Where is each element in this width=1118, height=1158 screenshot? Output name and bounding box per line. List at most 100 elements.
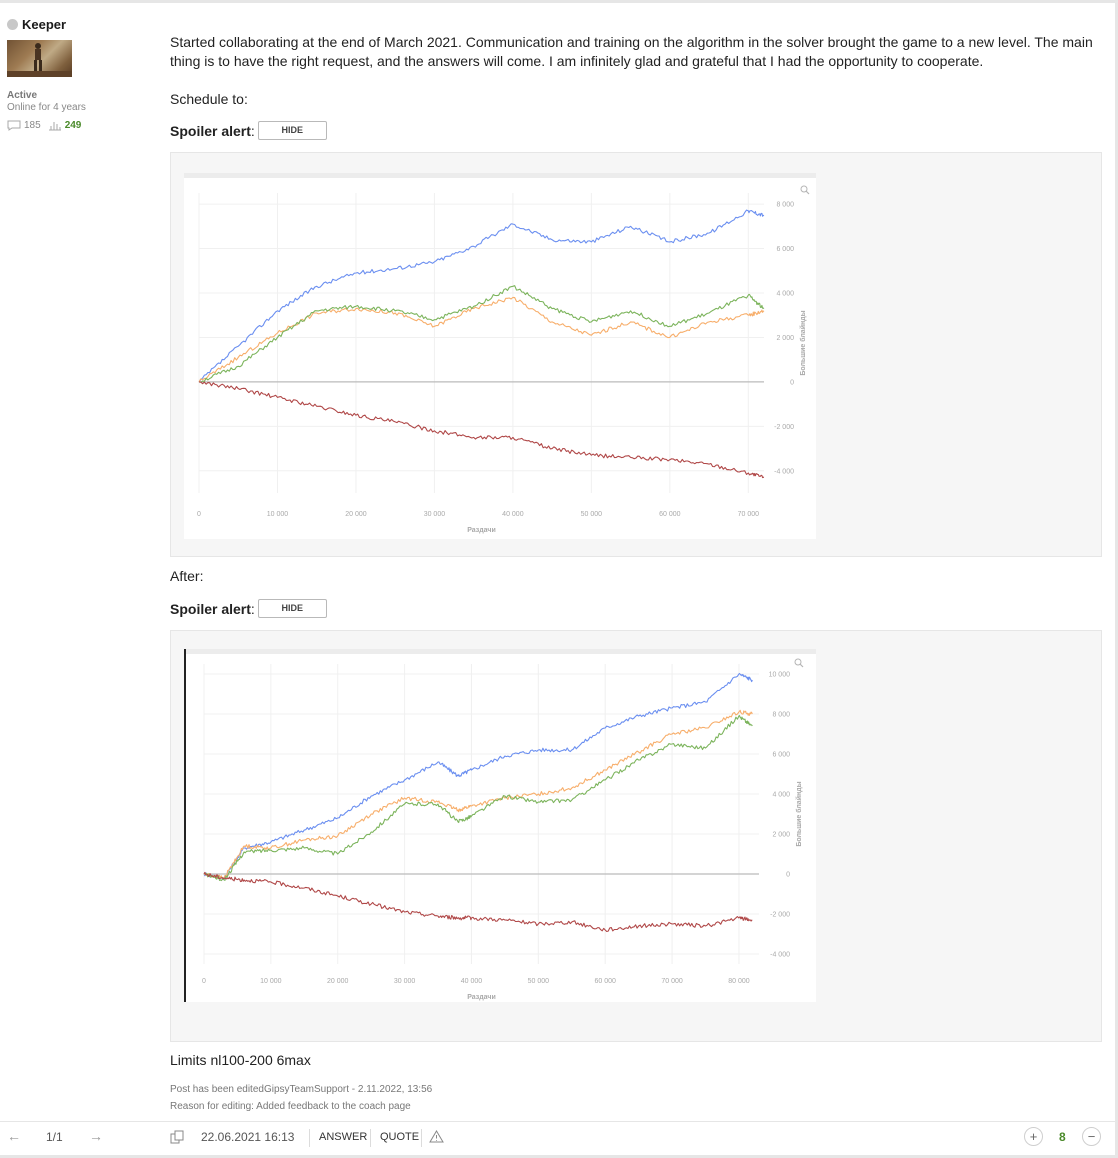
spoiler-hide-button[interactable]: HIDE <box>257 599 327 618</box>
answer-button[interactable]: ANSWER <box>319 1131 368 1143</box>
y-tick-label: 6 000 <box>776 246 794 253</box>
spoiler-hide-button[interactable]: HIDE <box>257 121 327 140</box>
footer-separator <box>309 1129 310 1147</box>
frame-bottom <box>0 1155 1118 1158</box>
series-line-orange <box>198 296 765 383</box>
y-tick-label: 2 000 <box>776 335 794 342</box>
series-line-red <box>203 871 753 933</box>
spoiler-label: Spoiler alert <box>170 600 251 617</box>
username-link[interactable]: Keeper <box>22 16 67 32</box>
y-tick-label: 2 000 <box>772 832 790 839</box>
chart-after: 0 10 000 20 000 30 000 40 000 50 000 60 000 70 … <box>184 649 816 1002</box>
likes-bar-icon <box>48 122 61 131</box>
x-tick-label: 0 <box>197 511 201 518</box>
frame-top <box>0 0 1118 3</box>
y-tick-label: 0 <box>790 379 794 386</box>
chart-before: 0 10 000 20 000 30 000 40 000 50 000 60 000 70 … <box>184 173 816 539</box>
spoiler-content-2: 0 10 000 20 000 30 000 40 000 50 000 60 000 70 … <box>170 630 1102 1042</box>
footer-separator <box>370 1129 371 1147</box>
edit-note: Post has been editedGipsyTeamSupport - 2… <box>170 1084 433 1095</box>
y-tick-label: 4 000 <box>772 792 790 799</box>
x-tick-label: 60 000 <box>659 511 681 518</box>
series-line-red <box>198 381 765 479</box>
offline-status-icon <box>7 18 18 30</box>
x-tick-label: 20 000 <box>345 511 367 518</box>
post-body: Started collaborating at the end of Marc… <box>170 34 1093 69</box>
user-stats: 185 249 <box>7 120 157 131</box>
y-axis-label: Большие блайнды <box>799 310 807 375</box>
y-axis-label: Большие блайнды <box>795 781 803 846</box>
limits-text: Limits nl100-200 6max <box>170 1052 311 1068</box>
y-tick-label: 4 000 <box>776 291 794 298</box>
schedule-label: Schedule to: <box>170 91 248 107</box>
post-date: 22.06.2021 16:13 <box>201 1130 295 1144</box>
spoiler-content-1: 0 10 000 20 000 30 000 40 000 50 000 60 000 70 … <box>170 152 1102 557</box>
user-status-label: Active <box>7 90 38 101</box>
next-arrow-icon[interactable]: → <box>89 1128 103 1144</box>
x-tick-label: 10 000 <box>267 511 289 518</box>
x-axis-label: Раздачи <box>467 527 496 534</box>
avatar-figure-icon <box>7 40 72 77</box>
quote-button[interactable]: QUOTE <box>380 1131 420 1143</box>
y-tick-label: 0 <box>786 872 790 879</box>
message-count: 185 <box>24 120 41 131</box>
spoiler-colon: : <box>250 122 255 139</box>
x-tick-label: 30 000 <box>394 978 416 985</box>
spoiler-label: Spoiler alert <box>170 122 251 139</box>
y-tick-label: 10 000 <box>769 672 791 679</box>
footer-divider <box>0 1121 1118 1122</box>
y-tick-label: 8 000 <box>776 202 794 209</box>
series-line-blue <box>198 209 765 383</box>
chart-after-svg: 0 10 000 20 000 30 000 40 000 50 000 60 000 70 … <box>184 649 816 1002</box>
upvote-button[interactable]: + <box>1024 1127 1043 1146</box>
zoom-icon <box>800 185 810 195</box>
copy-link-icon[interactable] <box>170 1130 185 1147</box>
user-header: Keeper <box>7 16 157 32</box>
post-score: 8 <box>1059 1130 1066 1144</box>
after-label: After: <box>170 568 204 584</box>
post-footer: ← 1/1 → 22.06.2021 16:13 ANSWER QUOTE + … <box>0 1126 1115 1150</box>
x-tick-label: 30 000 <box>424 511 446 518</box>
user-panel: Keeper Active Online for 4 years 185 249 <box>7 16 157 131</box>
x-tick-label: 70 000 <box>738 511 760 518</box>
spoiler-header-2: Spoiler alert : HIDE <box>170 599 327 618</box>
series-line-green <box>203 715 753 882</box>
series-line-orange <box>203 709 753 879</box>
report-warning-icon[interactable] <box>429 1130 444 1146</box>
post-content: Started collaborating at the end of Marc… <box>170 33 1100 71</box>
x-tick-label: 80 000 <box>728 978 750 985</box>
y-tick-label: -4 000 <box>774 468 794 475</box>
y-tick-label: 8 000 <box>772 712 790 719</box>
x-tick-label: 0 <box>202 978 206 985</box>
user-online-duration: Online for 4 years <box>7 102 86 113</box>
footer-separator <box>421 1129 422 1147</box>
series-line-green <box>198 285 765 383</box>
x-axis-label: Раздачи <box>467 994 496 1001</box>
edit-reason: Reason for editing: Added feedback to th… <box>170 1101 411 1112</box>
series-line-blue <box>203 672 753 881</box>
x-tick-label: 50 000 <box>528 978 550 985</box>
y-tick-label: -2 000 <box>774 424 794 431</box>
downvote-button[interactable]: − <box>1082 1127 1101 1146</box>
likes-count: 249 <box>64 120 82 131</box>
y-tick-label: -2 000 <box>770 912 790 919</box>
x-tick-label: 40 000 <box>502 511 524 518</box>
x-tick-label: 20 000 <box>327 978 349 985</box>
chart-before-svg: 0 10 000 20 000 30 000 40 000 50 000 60 000 70 … <box>184 173 816 534</box>
x-tick-label: 10 000 <box>260 978 282 985</box>
comment-icon <box>7 120 21 131</box>
x-tick-label: 60 000 <box>594 978 616 985</box>
avatar[interactable] <box>7 40 72 77</box>
chart-top-bar <box>184 649 816 654</box>
spoiler-colon: : <box>250 600 255 617</box>
chart-top-bar <box>184 173 816 178</box>
page-indicator: 1/1 <box>46 1130 63 1144</box>
frame-right <box>1115 0 1118 1158</box>
y-tick-label: 6 000 <box>772 752 790 759</box>
prev-arrow-icon[interactable]: ← <box>7 1128 21 1144</box>
x-tick-label: 50 000 <box>581 511 603 518</box>
y-tick-label: -4 000 <box>770 952 790 959</box>
x-tick-label: 70 000 <box>661 978 683 985</box>
spoiler-header-1: Spoiler alert : HIDE <box>170 121 327 140</box>
x-tick-label: 40 000 <box>461 978 483 985</box>
